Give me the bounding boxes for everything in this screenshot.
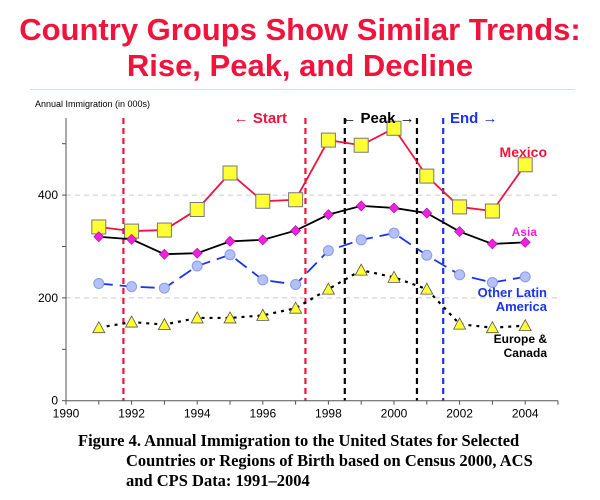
data-point — [256, 308, 270, 321]
data-point — [93, 278, 105, 290]
caption-line-2: Countries or Regions of Birth based on C… — [126, 451, 533, 470]
data-point — [322, 209, 334, 221]
data-point — [224, 235, 236, 247]
data-point — [224, 249, 236, 261]
phase-label: End → — [450, 110, 498, 127]
data-point — [355, 200, 367, 212]
series-line-1 — [98, 204, 526, 256]
data-point — [257, 234, 269, 246]
title-line-1: Country Groups Show Similar Trends: — [19, 12, 581, 47]
series-label-3: Europe & Canada — [494, 332, 548, 360]
data-point — [126, 233, 138, 245]
data-point — [288, 192, 304, 208]
data-point — [388, 202, 400, 214]
data-point — [353, 137, 369, 153]
series-line-0 — [98, 127, 526, 232]
series-label-0: Mexico — [500, 144, 547, 160]
chart-title: Country Groups Show Similar Trends: Rise… — [0, 12, 600, 84]
data-point — [321, 282, 336, 295]
series-label-1: Asia — [512, 225, 538, 239]
x-tick-label: 1990 — [53, 407, 80, 421]
data-point — [257, 274, 269, 286]
data-point — [485, 320, 500, 334]
phase-label: ← Peak → — [341, 110, 414, 127]
title-divider — [30, 89, 575, 90]
figure-caption: Figure 4. Annual Immigration to the Unit… — [78, 431, 533, 491]
data-point — [223, 311, 237, 324]
x-tick-label: 2000 — [381, 407, 408, 421]
data-point — [388, 227, 400, 239]
x-tick-label: 1998 — [315, 407, 342, 421]
data-point — [158, 282, 170, 294]
title-line-2: Rise, Peak, and Decline — [126, 48, 474, 83]
x-tick-label: 1994 — [184, 407, 211, 421]
data-point — [387, 270, 401, 283]
data-point — [420, 282, 434, 295]
series-line-3 — [98, 268, 526, 329]
data-point — [486, 276, 498, 288]
data-point — [156, 222, 172, 238]
data-point — [124, 315, 139, 328]
data-point — [519, 236, 531, 248]
x-tick-label: 2002 — [446, 407, 473, 421]
data-point — [454, 269, 466, 281]
data-point — [322, 245, 334, 257]
data-point — [452, 199, 468, 215]
data-point — [255, 193, 271, 209]
data-point — [354, 263, 368, 276]
data-point — [290, 225, 302, 236]
phase-label: ← Start — [234, 110, 287, 127]
data-point — [222, 165, 238, 181]
data-point — [421, 207, 433, 219]
data-point — [355, 234, 367, 246]
x-tick-label: 2004 — [512, 407, 539, 421]
series-line-2 — [98, 232, 526, 290]
x-tick-label: 1996 — [249, 407, 276, 421]
data-point — [486, 238, 498, 250]
y-axis-label: Annual Immigration (in 000s) — [35, 99, 150, 109]
data-point — [386, 120, 402, 136]
data-point — [452, 317, 467, 330]
data-point — [158, 248, 170, 260]
series-label-2: Other Latin America — [478, 285, 548, 314]
data-point — [190, 311, 204, 324]
data-point — [454, 226, 466, 238]
data-point — [290, 279, 302, 291]
data-point — [191, 247, 203, 259]
data-point — [157, 317, 172, 331]
data-point — [484, 203, 500, 219]
data-point — [191, 260, 203, 272]
data-point — [189, 201, 205, 217]
data-point — [421, 249, 433, 261]
data-point — [93, 231, 105, 243]
y-tick-label: 200 — [38, 291, 58, 305]
data-point — [126, 281, 138, 293]
x-tick-label: 1992 — [118, 407, 145, 421]
caption-line-3: and CPS Data: 1991–2004 — [126, 471, 310, 490]
data-point — [519, 271, 531, 283]
caption-line-1: Figure 4. Annual Immigration to the Unit… — [78, 431, 520, 450]
y-tick-label: 400 — [38, 188, 58, 202]
data-point — [419, 168, 435, 184]
data-point — [518, 318, 532, 332]
data-point — [517, 157, 533, 173]
data-point — [320, 132, 336, 148]
data-point — [288, 301, 303, 314]
data-point — [92, 320, 106, 334]
y-tick-label: 0 — [51, 394, 58, 408]
